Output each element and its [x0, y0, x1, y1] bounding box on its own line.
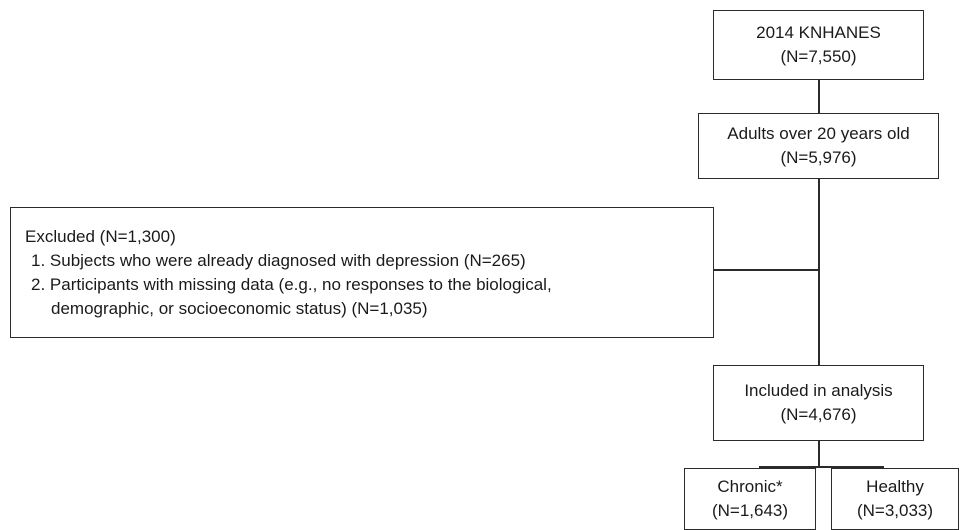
excluded-item-2: 2. Participants with missing data (e.g.,… — [31, 274, 552, 294]
chronic-title: Chronic* — [717, 477, 783, 496]
chronic-box: Chronic* (N=1,643) — [684, 468, 816, 530]
adults-count: (N=5,976) — [780, 148, 857, 167]
excluded-item-2-continued: demographic, or socioeconomic status) (N… — [51, 298, 428, 318]
connector-split-healthy — [882, 466, 884, 469]
excluded-item-1: 1. Subjects who were already diagnosed w… — [31, 250, 526, 270]
connector-included-split — [818, 440, 820, 467]
healthy-box: Healthy (N=3,033) — [831, 468, 959, 530]
connector-split-horizontal — [759, 466, 883, 468]
connector-adults-included — [818, 178, 820, 366]
included-box: Included in analysis (N=4,676) — [713, 365, 924, 441]
connector-split-chronic — [759, 466, 761, 469]
adults-box: Adults over 20 years old (N=5,976) — [698, 113, 939, 179]
healthy-title: Healthy — [866, 477, 924, 496]
connector-source-adults — [818, 79, 820, 114]
healthy-count: (N=3,033) — [856, 501, 934, 520]
chronic-count: (N=1,643) — [711, 501, 789, 520]
excluded-box: Excluded (N=1,300) 1. Subjects who were … — [10, 207, 714, 338]
source-title: 2014 KNHANES — [756, 23, 881, 42]
excluded-heading: Excluded (N=1,300) — [25, 226, 176, 246]
adults-title: Adults over 20 years old — [727, 124, 910, 143]
connector-excluded-branch — [713, 269, 819, 271]
included-count: (N=4,676) — [780, 405, 857, 424]
source-box: 2014 KNHANES (N=7,550) — [713, 10, 924, 80]
source-count: (N=7,550) — [780, 47, 857, 66]
included-title: Included in analysis — [744, 381, 893, 400]
